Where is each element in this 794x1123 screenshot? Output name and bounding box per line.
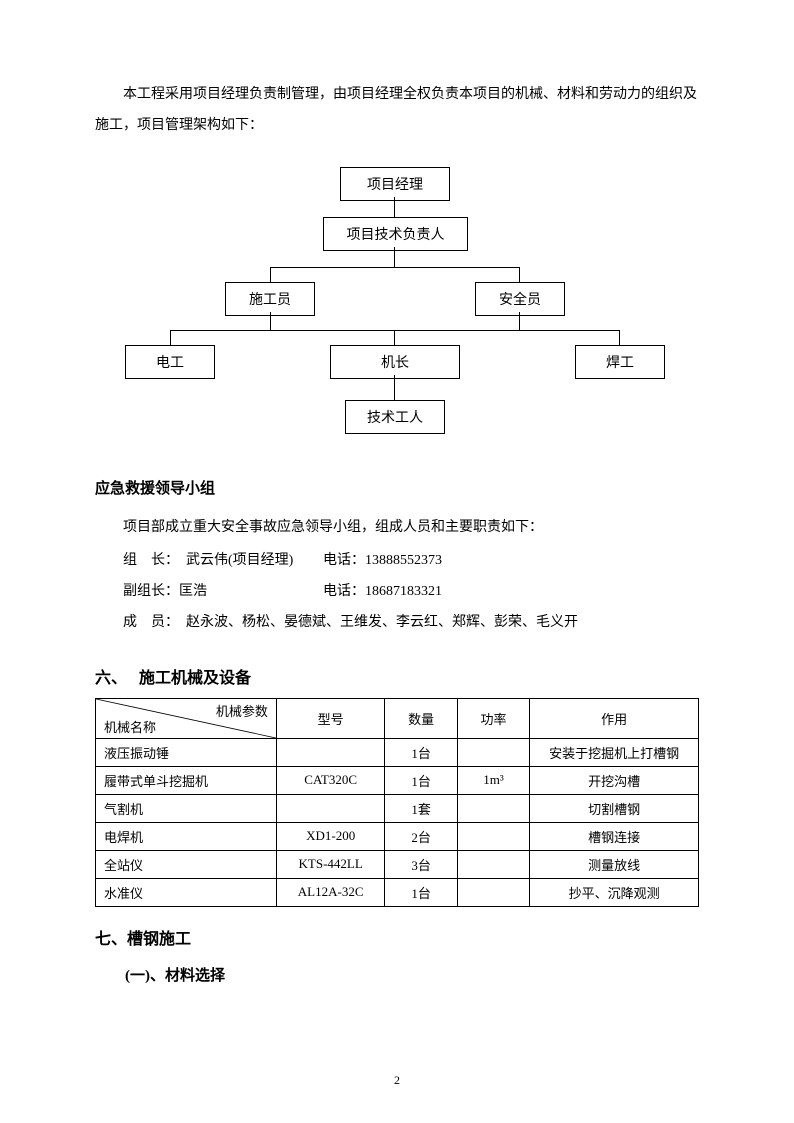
deputy-label: 副组长：匡浩 — [95, 577, 295, 608]
cell-model: AL12A-32C — [276, 878, 385, 906]
page-number: 2 — [394, 1073, 400, 1088]
leader-phone: 电话：13888552373 — [295, 546, 442, 577]
group-deputy-row: 副组长：匡浩 电话：18687183321 — [95, 577, 699, 608]
table-row: 液压振动锤 1台 安装于挖掘机上打槽钢 — [96, 738, 699, 766]
cell-name: 液压振动锤 — [96, 738, 277, 766]
cell-power — [457, 878, 529, 906]
cell-power — [457, 738, 529, 766]
org-box-tech-worker: 技术工人 — [345, 400, 445, 434]
members-row: 成 员： 赵永波、杨松、晏德斌、王维发、李云红、郑辉、彭荣、毛义开 — [95, 608, 699, 639]
cell-purpose: 槽钢连接 — [530, 822, 699, 850]
cell-name: 气割机 — [96, 794, 277, 822]
table-row: 全站仪 KTS-442LL 3台 测量放线 — [96, 850, 699, 878]
cell-model — [276, 738, 385, 766]
cell-qty: 1台 — [385, 878, 457, 906]
group-leader-row: 组 长： 武云伟(项目经理) 电话：13888552373 — [95, 546, 699, 577]
cell-name: 全站仪 — [96, 850, 277, 878]
cell-name: 电焊机 — [96, 822, 277, 850]
table-row: 电焊机 XD1-200 2台 槽钢连接 — [96, 822, 699, 850]
cell-power — [457, 850, 529, 878]
cell-qty: 2台 — [385, 822, 457, 850]
table-row: 水准仪 AL12A-32C 1台 抄平、沉降观测 — [96, 878, 699, 906]
cell-qty: 1台 — [385, 738, 457, 766]
group-heading: 应急救援领导小组 — [95, 477, 699, 498]
org-box-welder: 焊工 — [575, 345, 665, 379]
diag-bot-label: 机械名称 — [104, 717, 156, 736]
diag-header: 机械参数 机械名称 — [96, 698, 277, 738]
org-chart: 项目经理 项目技术负责人 施工员 安全员 电工 机长 焊工 技术工人 — [95, 167, 699, 447]
table-header-row: 机械参数 机械名称 型号 数量 功率 作用 — [96, 698, 699, 738]
cell-name: 水准仪 — [96, 878, 277, 906]
org-box-manager: 项目经理 — [340, 167, 450, 201]
cell-model: CAT320C — [276, 766, 385, 794]
cell-qty: 1套 — [385, 794, 457, 822]
leader-label: 组 长： 武云伟(项目经理) — [95, 546, 295, 577]
cell-power: 1m³ — [457, 766, 529, 794]
org-box-electrician: 电工 — [125, 345, 215, 379]
section-7-title: 七、槽钢施工 — [95, 925, 699, 949]
col-power: 功率 — [457, 698, 529, 738]
cell-power — [457, 794, 529, 822]
cell-purpose: 切割槽钢 — [530, 794, 699, 822]
org-box-tech-lead: 项目技术负责人 — [323, 217, 468, 251]
cell-name: 履带式单斗挖掘机 — [96, 766, 277, 794]
org-box-safety: 安全员 — [475, 282, 565, 316]
col-purpose: 作用 — [530, 698, 699, 738]
cell-qty: 3台 — [385, 850, 457, 878]
equipment-table: 机械参数 机械名称 型号 数量 功率 作用 液压振动锤 1台 安装于挖掘机上打槽… — [95, 698, 699, 907]
org-box-constructor: 施工员 — [225, 282, 315, 316]
col-qty: 数量 — [385, 698, 457, 738]
section-6-title: 六、 施工机械及设备 — [95, 664, 699, 688]
group-intro: 项目部成立重大安全事故应急领导小组，组成人员和主要职责如下： — [95, 513, 699, 544]
table-row: 履带式单斗挖掘机 CAT320C 1台 1m³ 开挖沟槽 — [96, 766, 699, 794]
cell-purpose: 测量放线 — [530, 850, 699, 878]
cell-power — [457, 822, 529, 850]
cell-purpose: 开挖沟槽 — [530, 766, 699, 794]
cell-model: XD1-200 — [276, 822, 385, 850]
cell-purpose: 抄平、沉降观测 — [530, 878, 699, 906]
cell-model — [276, 794, 385, 822]
deputy-phone: 电话：18687183321 — [295, 577, 442, 608]
intro-paragraph: 本工程采用项目经理负责制管理，由项目经理全权负责本项目的机械、材料和劳动力的组织… — [95, 80, 699, 142]
subsection-title: (一)、材料选择 — [125, 964, 699, 985]
diag-top-label: 机械参数 — [216, 701, 268, 720]
cell-purpose: 安装于挖掘机上打槽钢 — [530, 738, 699, 766]
col-model: 型号 — [276, 698, 385, 738]
org-box-machine-lead: 机长 — [330, 345, 460, 379]
cell-model: KTS-442LL — [276, 850, 385, 878]
cell-qty: 1台 — [385, 766, 457, 794]
table-row: 气割机 1套 切割槽钢 — [96, 794, 699, 822]
